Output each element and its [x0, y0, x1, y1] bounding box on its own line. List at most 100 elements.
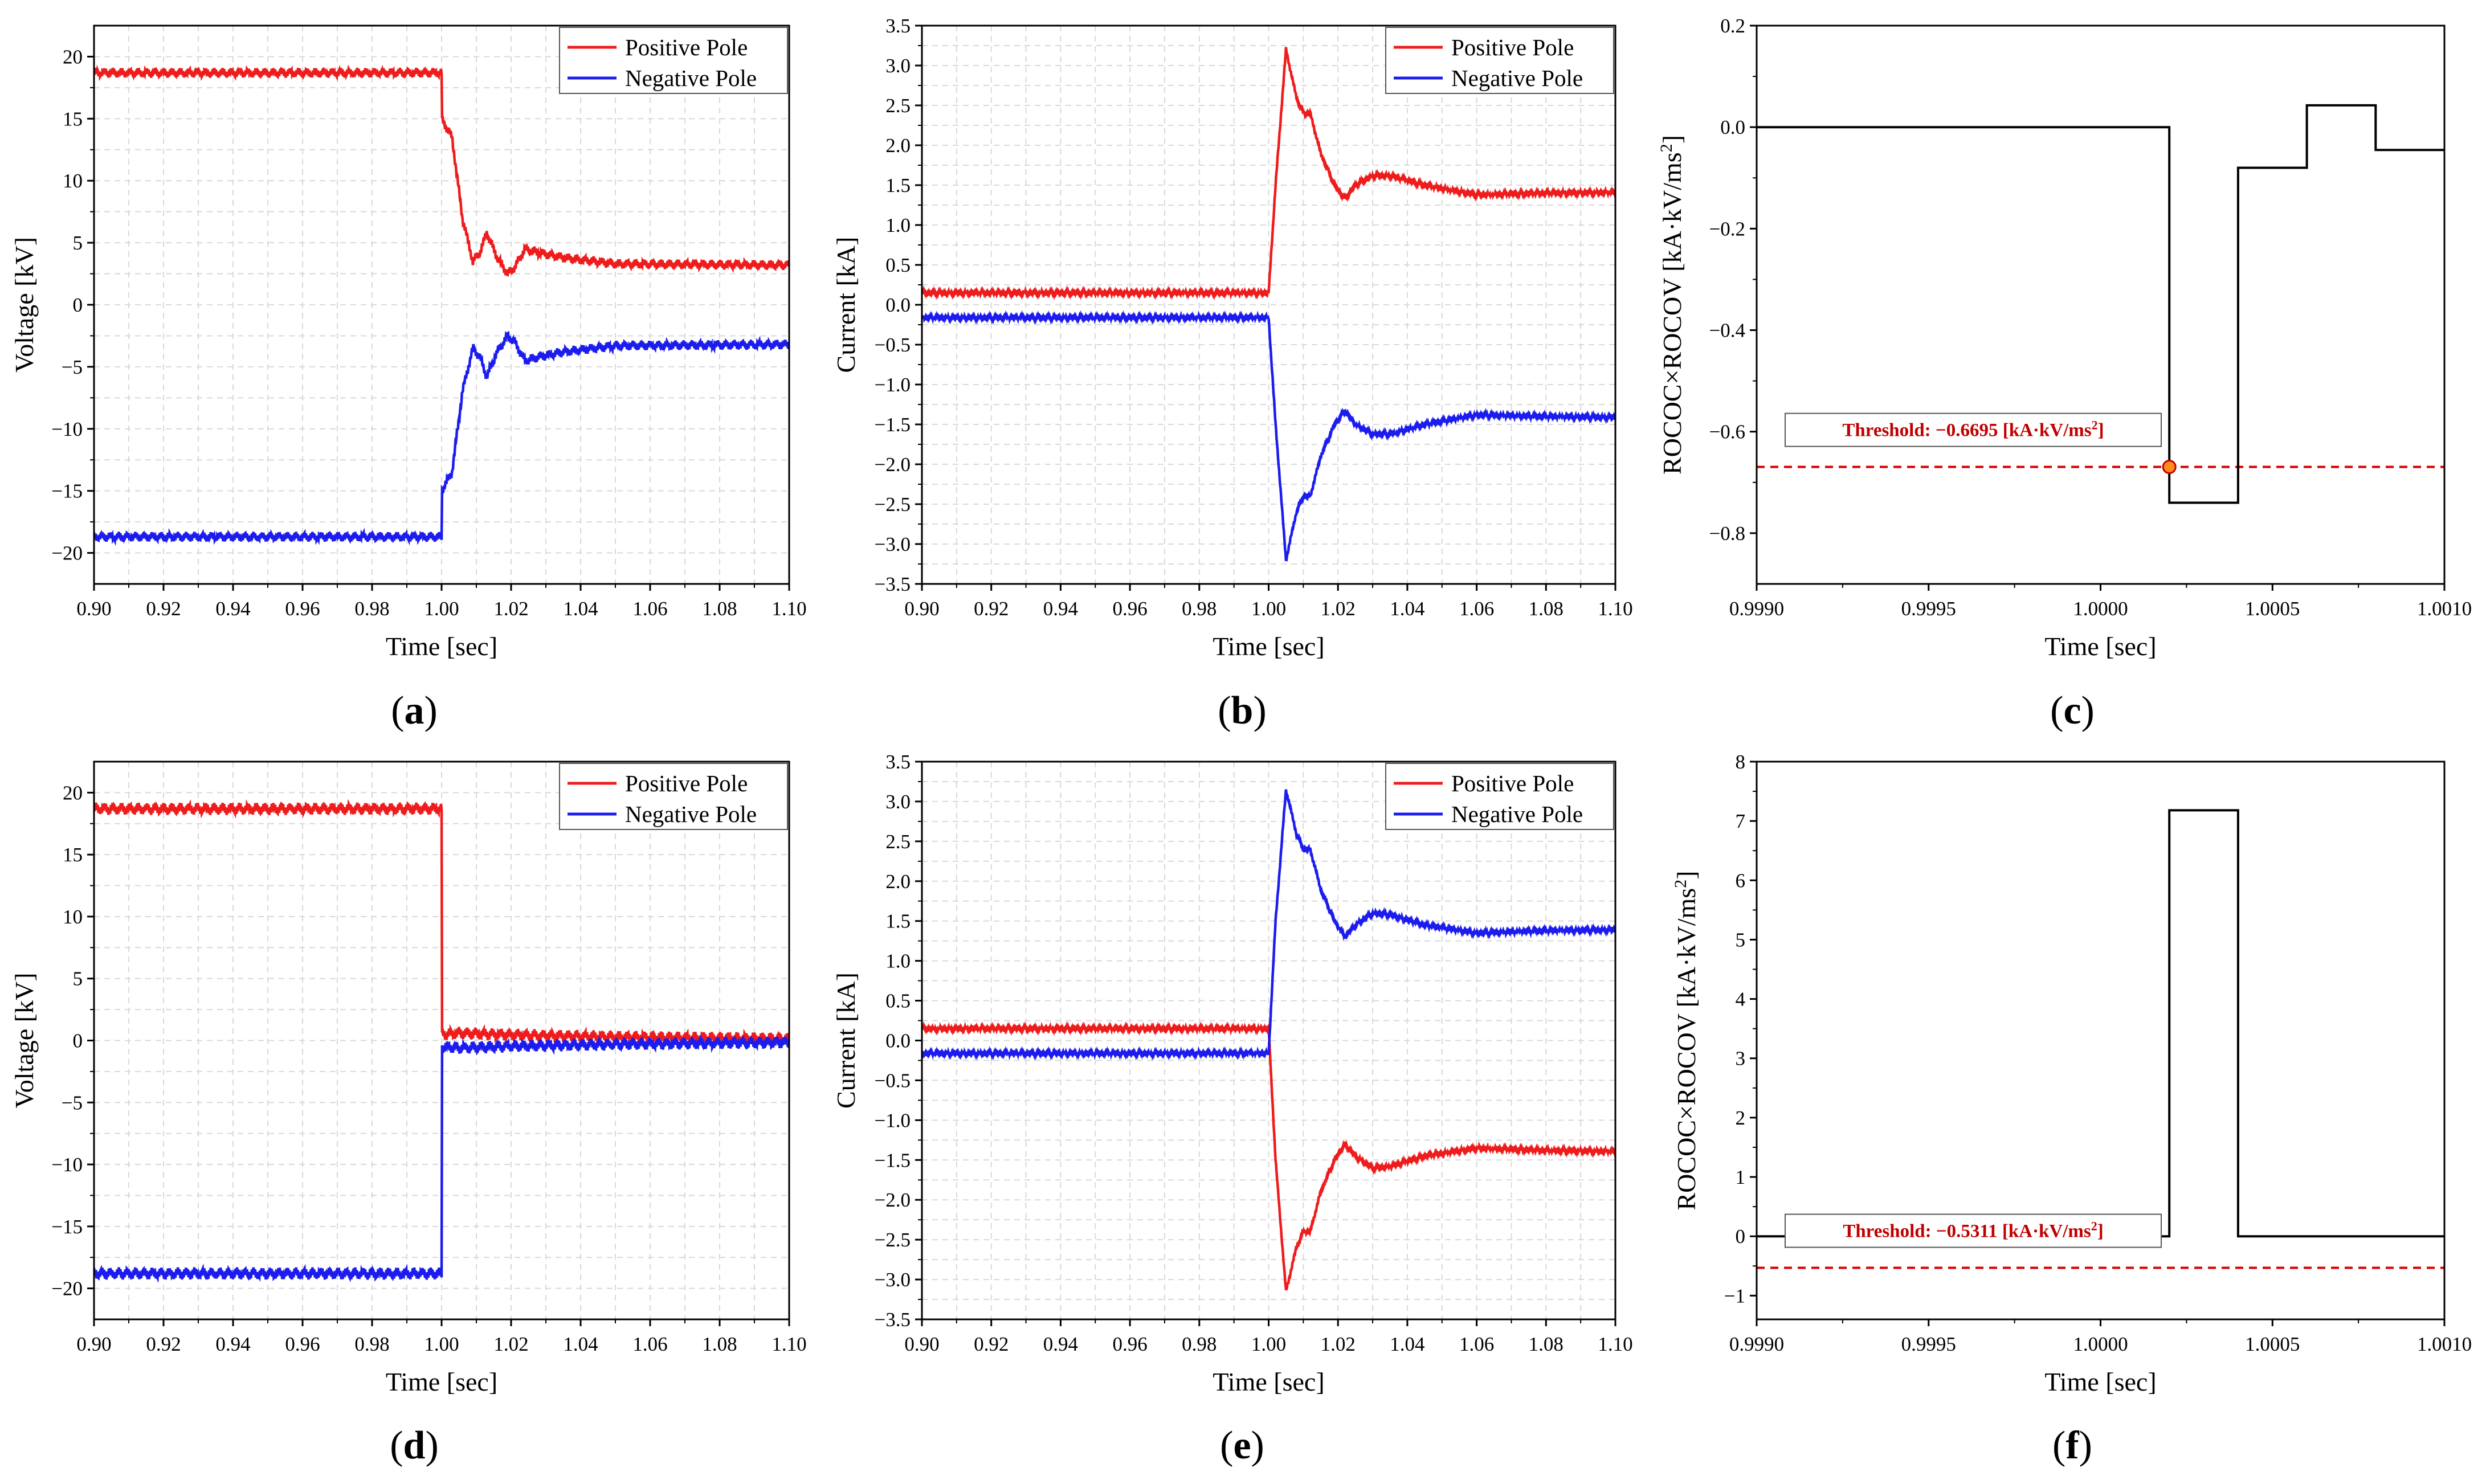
x-tick-label: 1.04: [563, 598, 598, 620]
x-tick-label: 1.0000: [2073, 1333, 2128, 1355]
chart-e: 0.90 0.92 0.94 0.96 0.98 1.00 1.02 1.04 1.06 1.08…: [831, 751, 1633, 1467]
y-tick-label: 0.5: [885, 990, 911, 1012]
series-line-positive-pole: [922, 1021, 1615, 1291]
y-tick-label: 3.0: [885, 791, 911, 813]
y-tick-label: 3: [1736, 1048, 1746, 1070]
threshold-label: Threshold: −0.6695 [kA·kV/ms2]: [1842, 418, 2104, 441]
y-axis-label: Voltage [kV]: [10, 972, 39, 1108]
legend-entry-label: Positive Pole: [1451, 770, 1574, 796]
threshold-box: [1785, 412, 2162, 447]
y-axis-label: ROCOC×ROCOV [kA·kV/ms2]: [1657, 135, 1687, 475]
x-tick-label: 0.96: [285, 1333, 320, 1355]
series-line-rococ-rocov: [1757, 809, 2444, 1238]
y-tick-label: −3.0: [875, 1269, 911, 1291]
threshold-label-box: Threshold: −0.6695 [kA·kV/ms2]: [1785, 412, 2162, 447]
series-line-negative-pole: [922, 789, 1615, 1061]
y-axis-label-sup: 2: [1671, 880, 1690, 888]
x-tick-label: 0.92: [974, 1333, 1009, 1355]
x-tick-label: 1.06: [632, 598, 667, 620]
x-tick-label: 1.04: [1390, 598, 1424, 620]
x-tick-label: 0.98: [354, 598, 389, 620]
chart-a: 0.90 0.92 0.94 0.96 0.98 1.00 1.02 1.04 1.06 1.08…: [10, 24, 807, 733]
y-tick-label: −15: [51, 1216, 83, 1238]
y-tick-label: −5: [62, 1091, 83, 1114]
x-tick-label: 1.02: [493, 598, 528, 620]
y-tick-label: 0: [73, 294, 83, 316]
y-tick-label: −1.0: [875, 374, 911, 396]
x-tick-label: 1.08: [702, 598, 737, 620]
y-tick-label: −1: [1724, 1285, 1745, 1307]
x-tick-label: 0.90: [76, 1333, 111, 1355]
y-tick-label: 7: [1736, 810, 1746, 832]
y-tick-label: 0.0: [885, 294, 911, 316]
y-tick-label: −10: [51, 418, 83, 440]
y-tick-label: −2.5: [875, 1229, 911, 1251]
threshold-label: Threshold: −0.5311 [kA·kV/ms2]: [1843, 1219, 2103, 1242]
y-axis-label-main: ROCOC×ROCOV [kA·kV/ms: [1658, 152, 1687, 475]
series-line-positive-pole: [922, 47, 1615, 301]
y-tick-label: −15: [51, 480, 83, 502]
panel-label: (a): [391, 689, 438, 733]
series-line-positive-pole: [94, 64, 789, 277]
y-tick-label: −3.0: [875, 533, 911, 555]
y-tick-label: 1.0: [885, 214, 911, 236]
x-tick-label: 0.9990: [1729, 1333, 1784, 1355]
y-tick-label: 3.5: [885, 15, 911, 37]
legend-entry-label: Positive Pole: [625, 34, 748, 60]
y-tick-label: 0.5: [885, 254, 911, 276]
y-tick-label: 1: [1736, 1166, 1746, 1188]
x-tick-label: 1.0010: [2417, 598, 2472, 620]
panel-label: (d): [390, 1424, 439, 1467]
threshold-label-box: Threshold: −0.5311 [kA·kV/ms2]: [1785, 1213, 2162, 1248]
x-tick-label: 1.10: [1598, 598, 1632, 620]
x-tick-label: 1.08: [702, 1333, 737, 1355]
legend-entry-label: Negative Pole: [625, 801, 757, 827]
x-tick-label: 0.9990: [1729, 598, 1784, 620]
x-tick-label: 0.96: [285, 598, 320, 620]
series-group: [922, 47, 1615, 562]
y-tick-label: 2: [1736, 1107, 1746, 1129]
threshold-label-end: ]: [2097, 1221, 2104, 1242]
y-tick-label: −10: [51, 1154, 83, 1176]
x-tick-label: 1.00: [424, 598, 459, 620]
x-axis-label: Time [sec]: [1213, 632, 1324, 661]
chart-c: 0.9990 0.9995 1.0000 1.0005 1.0010 −0.8 −0.6 −0…: [1657, 15, 2472, 733]
y-axis-label: Voltage [kV]: [10, 237, 39, 373]
threshold-label-main: Threshold: −0.5311 [kA·kV/ms: [1843, 1221, 2091, 1242]
panel-label-close: ): [425, 1424, 438, 1467]
panel-label: (c): [2050, 689, 2095, 733]
x-tick-label: 0.98: [354, 1333, 389, 1355]
panel-label-letter: e: [1233, 1424, 1251, 1467]
legend: Positive Pole Negative Pole: [559, 763, 788, 830]
panel-label: (e): [1220, 1424, 1264, 1467]
y-tick-label: −1.5: [875, 414, 911, 436]
x-tick-label: 1.0000: [2073, 598, 2128, 620]
threshold-label-end: ]: [2098, 420, 2104, 441]
panel-label-close: ): [424, 689, 438, 733]
y-tick-label: 5: [1736, 929, 1746, 951]
y-axis-label-end: ]: [1672, 871, 1701, 880]
panel-label: (b): [1218, 689, 1267, 733]
x-tick-label: 0.98: [1182, 1333, 1217, 1355]
x-tick-label: 0.92: [146, 598, 181, 620]
y-axis-label-sup: 2: [1657, 144, 1676, 152]
x-tick-label: 1.0005: [2245, 598, 2300, 620]
series-line-rococ-rocov: [1757, 104, 2444, 504]
x-tick-label: 1.00: [1251, 1333, 1286, 1355]
y-tick-label: −3.5: [875, 1309, 911, 1331]
x-tick-label: 1.10: [771, 598, 806, 620]
x-tick-label: 0.90: [904, 598, 939, 620]
y-tick-label: 5: [73, 968, 83, 990]
y-axis-label-main: ROCOC×ROCOV [kA·kV/ms: [1672, 888, 1701, 1211]
panel-label-open: (: [1218, 689, 1231, 733]
panel-label-close: ): [2079, 1424, 2092, 1467]
panel-label-open: (: [2052, 1424, 2065, 1467]
x-axis-label: Time [sec]: [386, 632, 497, 661]
y-tick-label: 2.5: [885, 831, 911, 853]
y-tick-label: 15: [63, 108, 83, 130]
x-tick-label: 0.90: [904, 1333, 939, 1355]
series-group: [94, 799, 789, 1283]
x-tick-label: 0.98: [1182, 598, 1217, 620]
y-tick-label: 20: [63, 782, 83, 804]
panel-label-letter: b: [1231, 689, 1254, 733]
